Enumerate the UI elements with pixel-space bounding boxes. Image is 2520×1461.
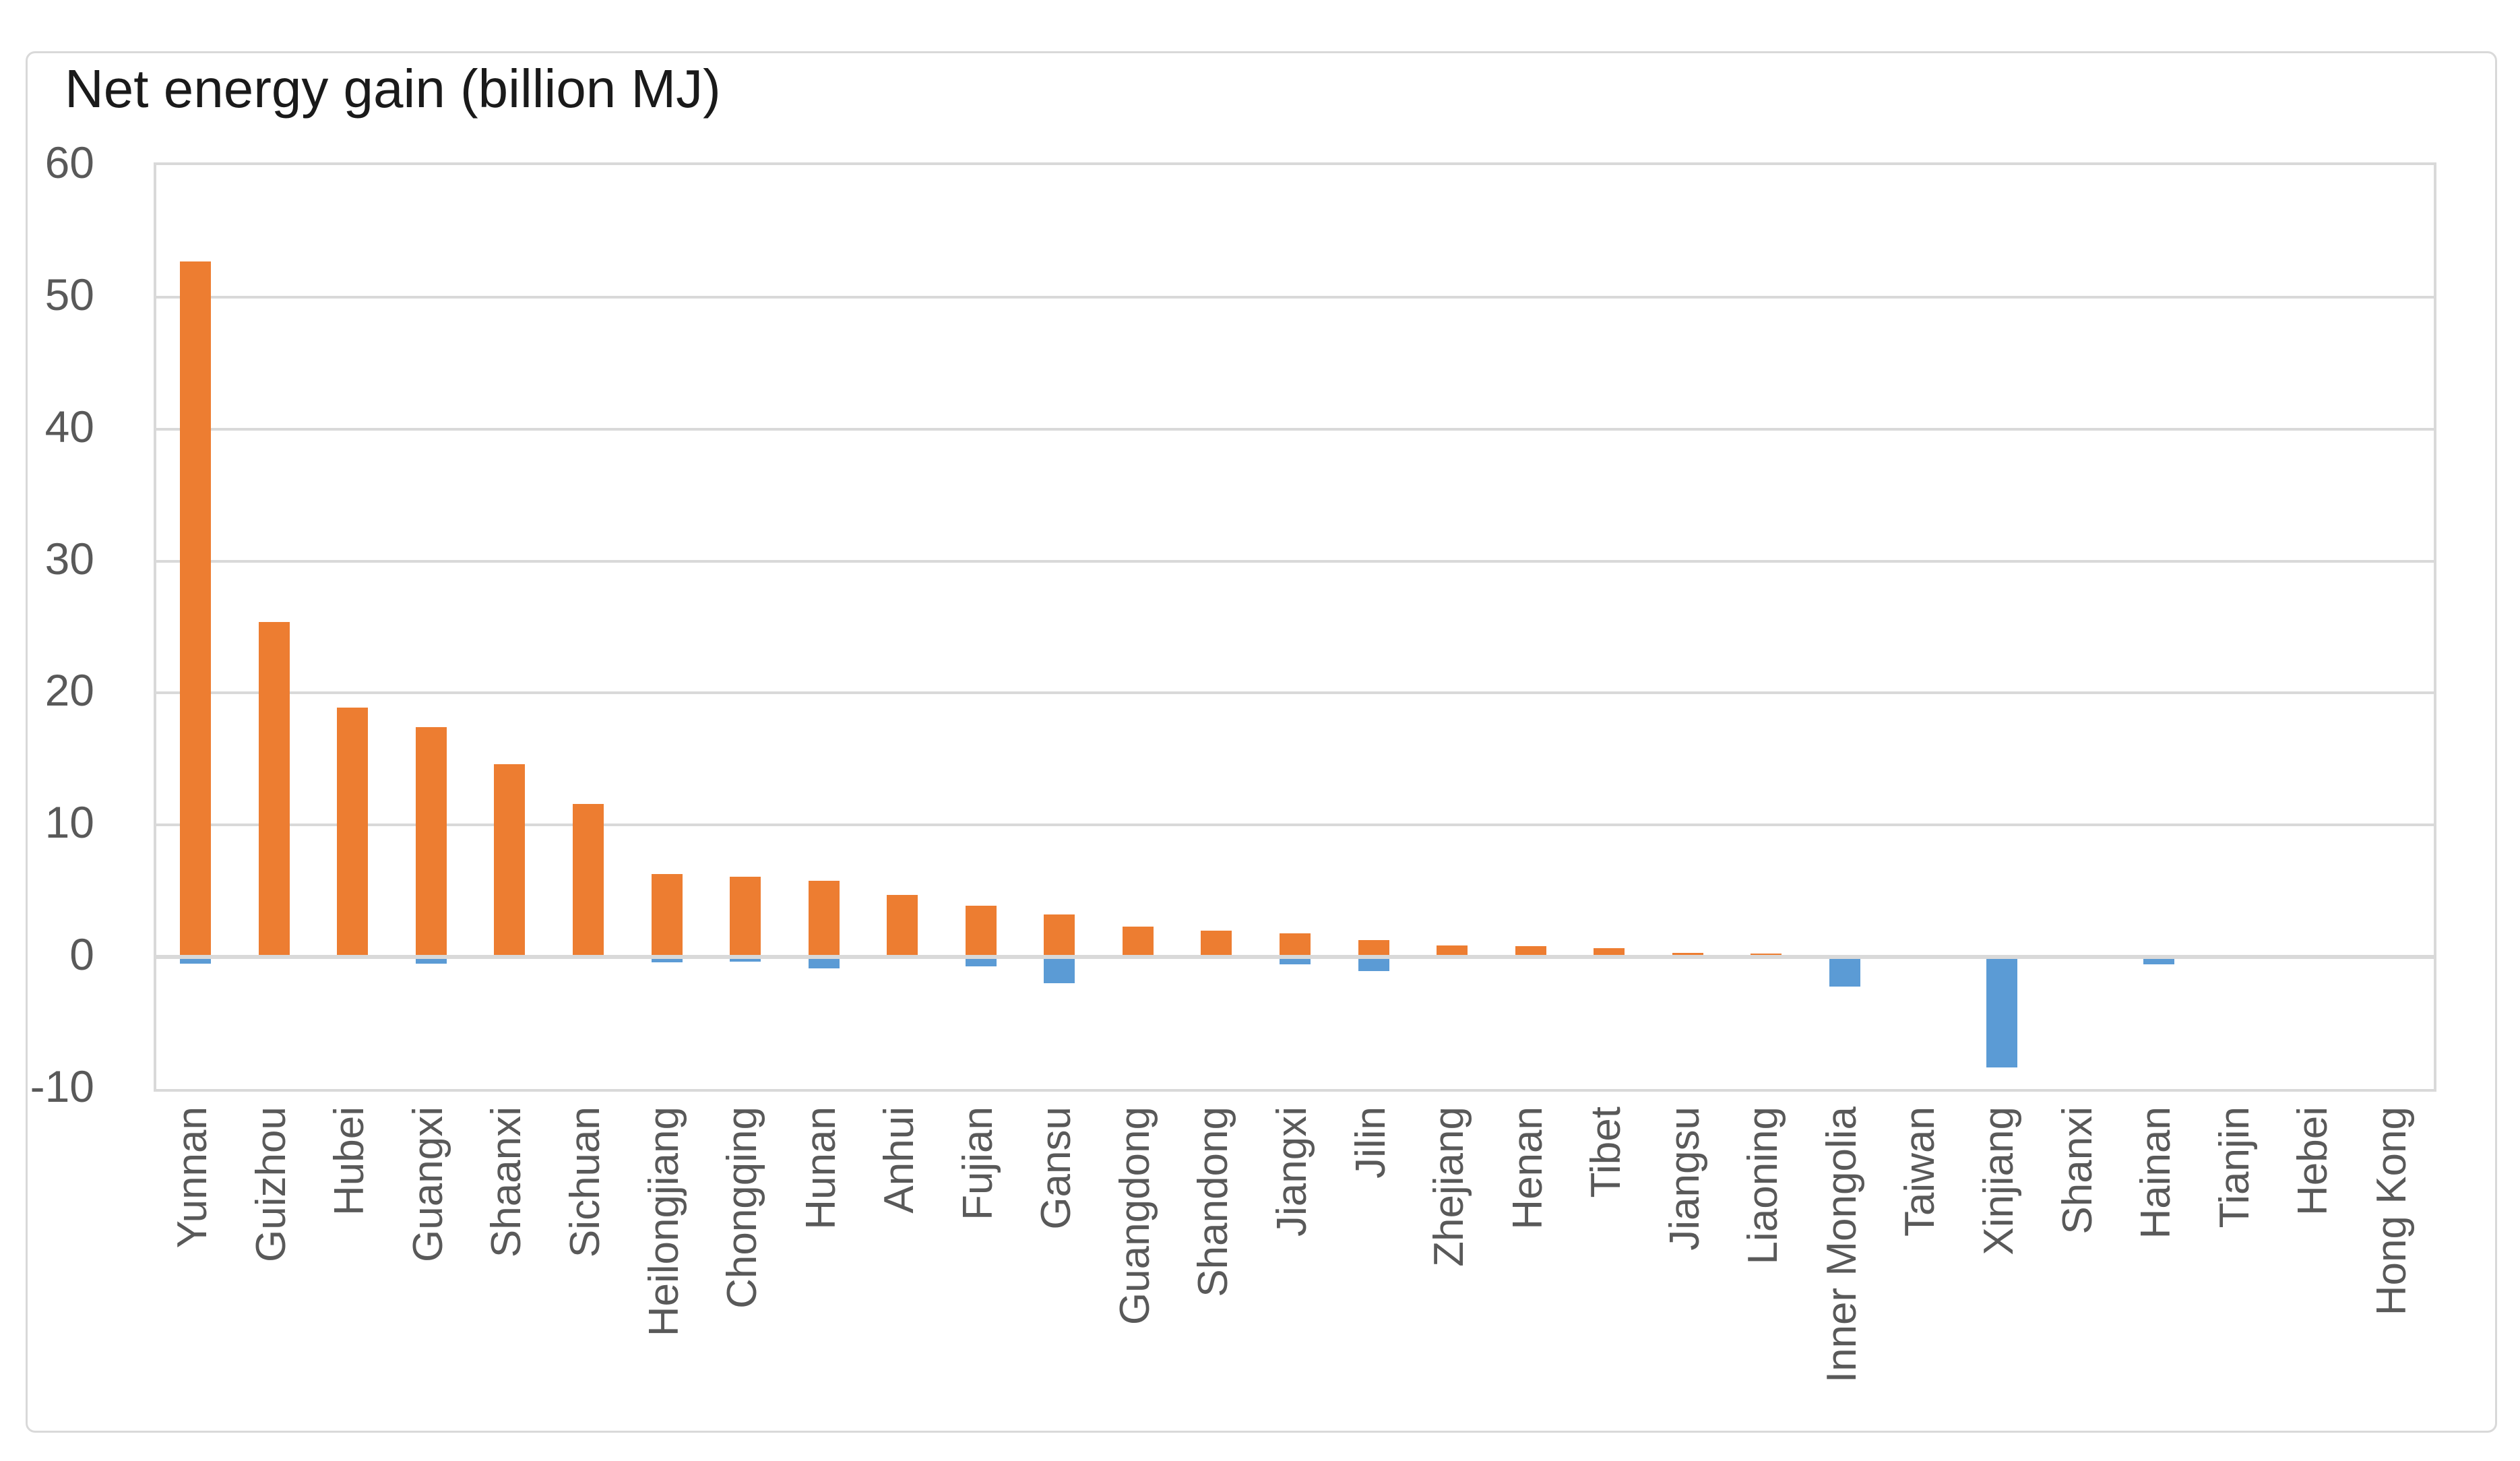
x-axis-label-jiangxi: Jiangxi (1269, 1107, 1315, 1237)
gridline (156, 295, 2434, 299)
chart-outer-border (26, 51, 2497, 1433)
x-axis-label-taiwan: Taiwan (1897, 1107, 1944, 1237)
x-axis-label-tianjin: Tianjin (2211, 1107, 2258, 1229)
x-axis-label-gansu: Gansu (1033, 1107, 1080, 1230)
x-axis-label-yunnan: Yunnan (169, 1107, 216, 1249)
bar-positive-guangxi (415, 727, 447, 958)
x-axis-label-shaanxi: Shaanxi (483, 1107, 530, 1258)
y-axis-tick-label: 60 (44, 137, 94, 187)
x-axis-label-heilongjiang: Heilongjiang (640, 1107, 687, 1337)
zero-axis-line (156, 955, 2434, 960)
bar-negative-gansu (1044, 957, 1075, 984)
x-axis-label-chongqing: Chongqing (719, 1107, 766, 1309)
bar-positive-sichuan (573, 803, 604, 958)
x-axis-label-guangdong: Guangdong (1111, 1107, 1158, 1326)
bar-positive-gansu (1044, 914, 1075, 958)
bar-negative-hunan (808, 957, 840, 968)
x-axis-label-shanxi: Shanxi (2054, 1107, 2101, 1235)
x-axis-label-henan: Henan (1504, 1107, 1551, 1230)
bar-positive-henan (1515, 946, 1546, 958)
y-axis-tick-label: 30 (44, 533, 94, 584)
y-axis-tick-label: 40 (44, 401, 94, 452)
x-axis-label-hainan: Hainan (2133, 1107, 2180, 1239)
x-axis-label-zhejiang: Zhejiang (1426, 1107, 1473, 1267)
plot-area (154, 162, 2436, 1092)
bar-negative-guangxi (415, 957, 447, 964)
gridline (156, 823, 2434, 827)
gridline (156, 427, 2434, 431)
bar-positive-yunnan (180, 261, 212, 958)
bar-negative-xinjiang (1986, 957, 2017, 1067)
x-axis-label-hubei: Hubei (326, 1107, 373, 1216)
bar-negative-jilin (1358, 957, 1389, 971)
y-axis-tick-label: -10 (30, 1061, 94, 1111)
bar-positive-shaanxi (494, 764, 526, 958)
bar-positive-tibet (1594, 948, 1625, 958)
bar-negative-jiangxi (1280, 957, 1311, 964)
bar-negative-hainan (2143, 957, 2175, 964)
bar-negative-yunnan (180, 957, 212, 964)
bar-positive-heilongjiang (651, 873, 683, 958)
y-axis-tick-label: 50 (44, 269, 94, 319)
chart-title: Net energy gain (billion MJ) (65, 59, 721, 119)
y-axis-tick-label: 20 (44, 665, 94, 716)
bar-positive-jilin (1358, 939, 1389, 958)
bar-negative-chongqing (730, 957, 761, 962)
y-axis-tick-label: 0 (69, 929, 94, 980)
x-axis-label-jilin: Jilin (1347, 1107, 1394, 1179)
bar-positive-hubei (337, 707, 369, 958)
bar-positive-anhui (887, 895, 918, 958)
x-axis-label-guangxi: Guangxi (404, 1107, 451, 1262)
bar-positive-guizhou (258, 621, 290, 958)
bar-positive-zhejiang (1437, 945, 1468, 958)
bar-negative-fujian (965, 957, 997, 966)
x-axis-label-anhui: Anhui (876, 1107, 923, 1214)
x-axis-label-inner-mongolia: Inner Mongolia (1818, 1107, 1865, 1384)
x-axis-label-hong-kong: Hong Kong (2368, 1107, 2415, 1316)
bar-positive-chongqing (730, 876, 761, 958)
x-axis-label-tibet: Tibet (1583, 1107, 1630, 1198)
x-axis-label-hebei: Hebei (2290, 1107, 2337, 1216)
bar-negative-inner-mongolia (1829, 957, 1860, 987)
bar-positive-jiangxi (1280, 933, 1311, 958)
x-axis-label-sichuan: Sichuan (562, 1107, 609, 1258)
bar-negative-heilongjiang (651, 957, 683, 962)
bar-positive-hunan (808, 880, 840, 958)
x-axis-label-guizhou: Guizhou (247, 1107, 294, 1262)
x-axis-label-liaoning: Liaoning (1740, 1107, 1787, 1265)
y-axis-tick-label: 10 (44, 797, 94, 848)
bar-positive-shandong (1201, 930, 1232, 958)
x-axis-label-shandong: Shandong (1190, 1107, 1237, 1297)
gridline (156, 559, 2434, 563)
bar-positive-guangdong (1122, 927, 1154, 958)
x-axis-label-fujian: Fujian (954, 1107, 1001, 1220)
bar-positive-fujian (965, 905, 997, 958)
x-axis-label-jiangsu: Jiangsu (1661, 1107, 1708, 1251)
gridline (156, 691, 2434, 695)
x-axis-label-hunan: Hunan (797, 1107, 844, 1230)
x-axis-label-xinjiang: Xinjiang (1975, 1107, 2022, 1255)
